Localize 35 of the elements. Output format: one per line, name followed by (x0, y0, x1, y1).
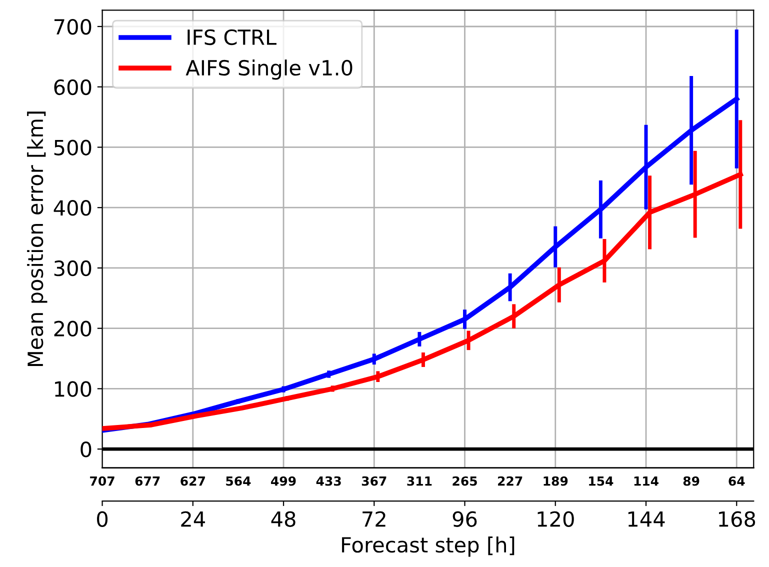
y-tick-label: 500 (54, 140, 92, 156)
y-tick-label: 200 (54, 320, 92, 337)
y-tick-label: 100 (55, 381, 92, 397)
y-tick-label: 300 (54, 260, 92, 276)
text: 64 (728, 476, 745, 486)
text: 627 (180, 476, 205, 486)
legend-label: IFS CTRL (188, 29, 276, 46)
x-tick-label: 24 (181, 511, 205, 527)
text: 154 (589, 476, 614, 486)
y-axis-title: Mean position error [km] (27, 112, 48, 366)
text: 564 (226, 476, 251, 486)
x-tick-label: 72 (362, 511, 386, 527)
text: 311 (407, 476, 432, 486)
text: 114 (634, 476, 658, 486)
text: 227 (498, 476, 522, 486)
x-tick-label: 144 (628, 511, 665, 527)
x-tick-label: 48 (271, 511, 296, 527)
text: 367 (362, 476, 386, 486)
text: 433 (316, 476, 341, 486)
text: 189 (544, 476, 568, 486)
text: 89 (683, 476, 700, 486)
text: 677 (135, 476, 160, 486)
legend-label: AIFS Single v1.0 (186, 60, 352, 80)
x-tick-label: 120 (538, 511, 574, 527)
text: 499 (271, 476, 296, 486)
x-tick-label: 168 (719, 511, 756, 527)
y-tick-label: 400 (54, 200, 92, 216)
text: 265 (452, 476, 477, 486)
text: 707 (90, 476, 114, 486)
y-tick-label: 0 (80, 442, 92, 458)
y-tick-label: 700 (54, 18, 92, 35)
x-tick-label: 0 (97, 511, 108, 527)
y-tick-label: 600 (54, 79, 92, 96)
x-tick-label: 96 (452, 511, 477, 527)
x-axis-title: Forecast step [h] (342, 536, 514, 557)
